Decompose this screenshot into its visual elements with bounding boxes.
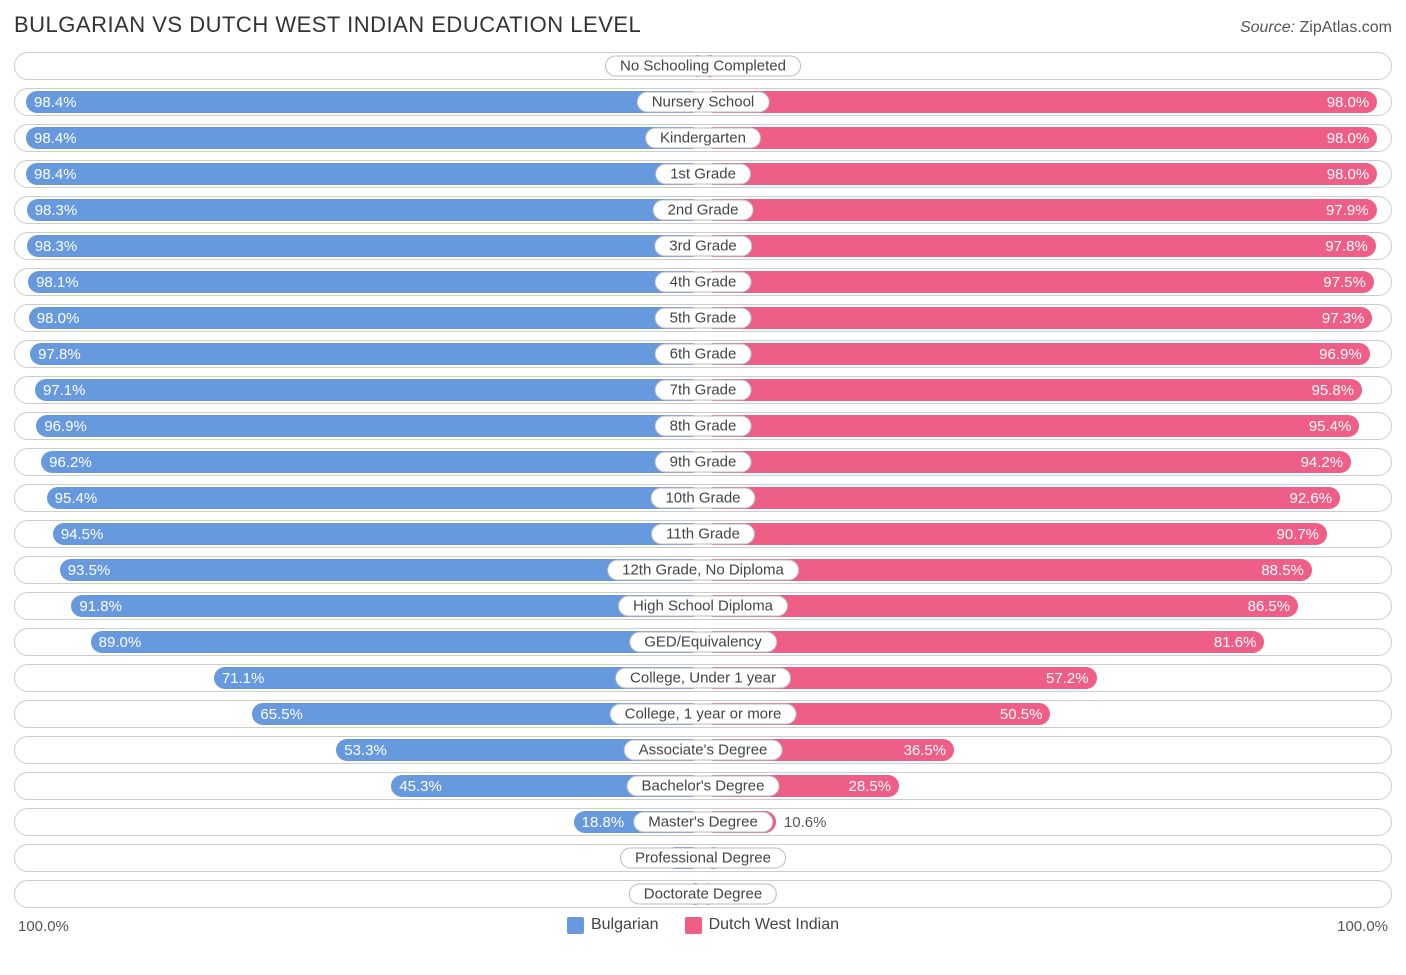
chart-row: 98.0%97.3%5th Grade bbox=[14, 304, 1392, 332]
bar-right bbox=[703, 523, 1327, 545]
chart-footer: 100.0% Bulgarian Dutch West Indian 100.0… bbox=[14, 916, 1392, 940]
chart-row: 93.5%88.5%12th Grade, No Diploma bbox=[14, 556, 1392, 584]
bar-left bbox=[36, 415, 703, 437]
axis-right-label: 100.0% bbox=[1337, 918, 1388, 935]
legend-swatch-right bbox=[685, 917, 702, 934]
bar-left bbox=[91, 631, 703, 653]
category-label: 3rd Grade bbox=[654, 236, 752, 257]
axis-left-label: 100.0% bbox=[18, 918, 69, 935]
chart-title: BULGARIAN VS DUTCH WEST INDIAN EDUCATION… bbox=[14, 12, 641, 38]
bar-left bbox=[26, 91, 703, 113]
legend-item-left: Bulgarian bbox=[567, 916, 659, 934]
chart-row: 97.8%96.9%6th Grade bbox=[14, 340, 1392, 368]
chart-row: 97.1%95.8%7th Grade bbox=[14, 376, 1392, 404]
chart-row: 65.5%50.5%College, 1 year or more bbox=[14, 700, 1392, 728]
bar-left bbox=[53, 523, 703, 545]
category-label: 5th Grade bbox=[655, 308, 752, 329]
chart-row: 98.3%97.8%3rd Grade bbox=[14, 232, 1392, 260]
chart-row: 98.4%98.0%1st Grade bbox=[14, 160, 1392, 188]
bar-right bbox=[703, 163, 1377, 185]
chart-row: 95.4%92.6%10th Grade bbox=[14, 484, 1392, 512]
bar-left bbox=[28, 271, 703, 293]
bar-left bbox=[27, 235, 703, 257]
category-label: 9th Grade bbox=[655, 452, 752, 473]
chart-row: 96.2%94.2%9th Grade bbox=[14, 448, 1392, 476]
bar-left bbox=[27, 199, 703, 221]
chart-row: 98.1%97.5%4th Grade bbox=[14, 268, 1392, 296]
chart-row: 89.0%81.6%GED/Equivalency bbox=[14, 628, 1392, 656]
category-label: Associate's Degree bbox=[624, 740, 783, 761]
chart-row: 18.8%10.6%Master's Degree bbox=[14, 808, 1392, 836]
legend-label-left: Bulgarian bbox=[591, 916, 659, 934]
bar-right bbox=[703, 379, 1362, 401]
category-label: College, 1 year or more bbox=[610, 704, 797, 725]
category-label: Nursery School bbox=[637, 92, 770, 113]
chart-source: Source: ZipAtlas.com bbox=[1240, 19, 1392, 37]
chart-row: 45.3%28.5%Bachelor's Degree bbox=[14, 772, 1392, 800]
bar-right bbox=[703, 415, 1359, 437]
category-label: Bachelor's Degree bbox=[627, 776, 780, 797]
legend-label-right: Dutch West Indian bbox=[709, 916, 839, 934]
legend-swatch-left bbox=[567, 917, 584, 934]
bar-left bbox=[47, 487, 703, 509]
category-label: Doctorate Degree bbox=[629, 884, 777, 905]
bar-left bbox=[29, 307, 703, 329]
chart-row: 94.5%90.7%11th Grade bbox=[14, 520, 1392, 548]
bar-right bbox=[703, 199, 1377, 221]
bar-right bbox=[703, 487, 1340, 509]
category-label: Master's Degree bbox=[633, 812, 773, 833]
category-label: GED/Equivalency bbox=[629, 632, 777, 653]
category-label: 11th Grade bbox=[651, 524, 755, 545]
chart-row: 96.9%95.4%8th Grade bbox=[14, 412, 1392, 440]
legend: Bulgarian Dutch West Indian bbox=[567, 916, 839, 934]
bar-left bbox=[30, 343, 703, 365]
bar-right bbox=[703, 271, 1374, 293]
chart-row: 1.6%2.1%No Schooling Completed bbox=[14, 52, 1392, 80]
category-label: 2nd Grade bbox=[653, 200, 754, 221]
category-label: No Schooling Completed bbox=[605, 56, 801, 77]
bar-left bbox=[41, 451, 703, 473]
bar-right bbox=[703, 451, 1351, 473]
diverging-bar-chart: 1.6%2.1%No Schooling Completed 98.4%98.0%… bbox=[14, 52, 1392, 908]
source-label: Source: bbox=[1240, 19, 1295, 36]
category-label: Professional Degree bbox=[620, 848, 786, 869]
chart-row: 71.1%57.2%College, Under 1 year bbox=[14, 664, 1392, 692]
bar-right bbox=[703, 91, 1377, 113]
category-label: 6th Grade bbox=[655, 344, 752, 365]
chart-row: 91.8%86.5%High School Diploma bbox=[14, 592, 1392, 620]
chart-row: 98.4%98.0%Kindergarten bbox=[14, 124, 1392, 152]
bar-left bbox=[35, 379, 703, 401]
bar-right bbox=[703, 631, 1264, 653]
category-label: 7th Grade bbox=[655, 380, 752, 401]
bar-left bbox=[71, 595, 703, 617]
chart-row: 98.4%98.0%Nursery School bbox=[14, 88, 1392, 116]
bar-right bbox=[703, 307, 1372, 329]
value-right: 10.6% bbox=[784, 809, 827, 835]
source-name: ZipAtlas.com bbox=[1300, 19, 1392, 36]
bar-left bbox=[26, 127, 703, 149]
chart-row: 53.3%36.5%Associate's Degree bbox=[14, 736, 1392, 764]
chart-row: 5.7%3.1%Professional Degree bbox=[14, 844, 1392, 872]
bar-right bbox=[703, 595, 1298, 617]
category-label: 10th Grade bbox=[650, 488, 755, 509]
category-label: College, Under 1 year bbox=[615, 668, 791, 689]
bar-right bbox=[703, 235, 1376, 257]
category-label: High School Diploma bbox=[618, 596, 788, 617]
category-label: 12th Grade, No Diploma bbox=[607, 560, 799, 581]
chart-row: 98.3%97.9%2nd Grade bbox=[14, 196, 1392, 224]
legend-item-right: Dutch West Indian bbox=[685, 916, 839, 934]
category-label: 1st Grade bbox=[655, 164, 751, 185]
bar-right bbox=[703, 127, 1377, 149]
category-label: Kindergarten bbox=[645, 128, 761, 149]
bar-right bbox=[703, 343, 1370, 365]
bar-left bbox=[26, 163, 703, 185]
chart-header: BULGARIAN VS DUTCH WEST INDIAN EDUCATION… bbox=[14, 12, 1392, 38]
category-label: 8th Grade bbox=[655, 416, 752, 437]
chart-row: 2.4%1.3%Doctorate Degree bbox=[14, 880, 1392, 908]
category-label: 4th Grade bbox=[655, 272, 752, 293]
